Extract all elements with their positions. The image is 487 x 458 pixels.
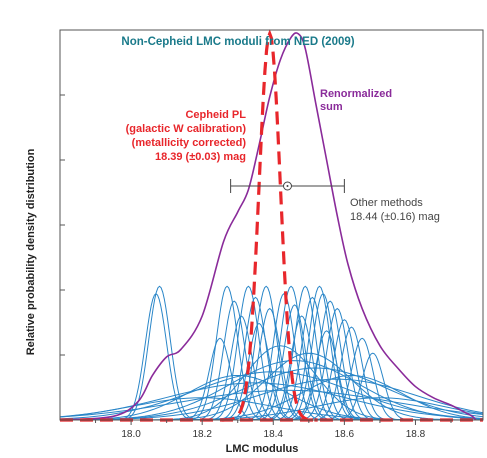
tick-labels: 18.0 18.2 18.4 18.6 18.8 [121, 429, 425, 440]
cepheid-label-line-3: (metallicity corrected) [132, 137, 247, 149]
renormalized-sum-line [59, 32, 477, 421]
x-tick-label-18.8: 18.8 [406, 429, 426, 440]
other-methods-marker-dot [286, 185, 289, 187]
other-methods-label: Other methods 18.44 (±0.16) mag [350, 197, 440, 223]
x-axis-label: LMC modulus [226, 443, 299, 455]
renormalized-sum-label: Renormalized sum [320, 88, 395, 113]
individual-gaussian-25 [278, 330, 375, 421]
y-axis-label: Relative probability density distributio… [25, 148, 37, 355]
other-methods-label-line-2: 18.44 (±0.16) mag [350, 211, 440, 223]
broad-gaussian-2 [59, 371, 484, 420]
cepheid-pl-curve [221, 29, 318, 422]
x-tick-label-18.4: 18.4 [264, 429, 284, 440]
x-tick-label-18.2: 18.2 [192, 429, 212, 440]
renormalized-sum-layer [59, 32, 477, 421]
cepheid-label-line-1: Cepheid PL [185, 109, 246, 121]
cepheid-label-line-4: 18.39 (±0.03) mag [155, 151, 246, 163]
other-methods-layer [230, 179, 345, 193]
other-methods-label-line-1: Other methods [350, 197, 423, 209]
cepheid-label: Cepheid PL (galactic W calibration) (met… [126, 109, 247, 163]
chart-title: Non-Cepheid LMC moduli from NED (2009) [121, 36, 354, 48]
broad-gaussian-6 [59, 389, 484, 418]
x-tick-label-18.6: 18.6 [335, 429, 355, 440]
cepheid-label-line-2: (galactic W calibration) [126, 123, 247, 135]
x-tick-label-18.0: 18.0 [121, 429, 141, 440]
axes [59, 29, 484, 425]
